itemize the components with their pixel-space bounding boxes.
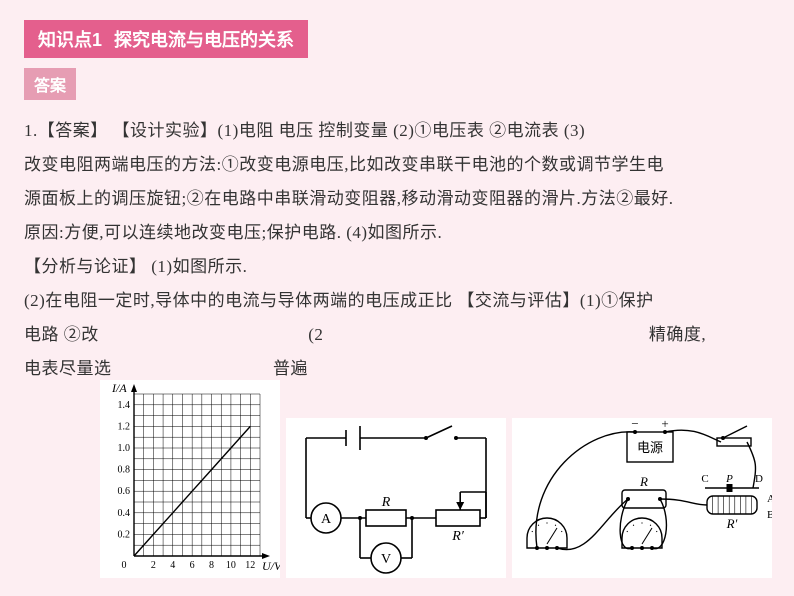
svg-text:1.0: 1.0 [118,443,131,454]
body-line-7c2: 精确度, [649,325,706,344]
svg-text:0: 0 [122,560,127,571]
svg-text:+: + [661,418,668,431]
body-line-7: 电路 ②改 (2 精确度, [24,318,770,352]
svg-text:1.4: 1.4 [118,400,131,411]
body-line-8b: 普遍 [273,359,308,378]
topic-title: 知识点1 探究电流与电压的关系 [24,20,308,58]
line-chart-figure: 2 4 6 8 10 12 0.2 0.4 0.6 0.8 1.0 1.2 1.4 0 U/V I/A [100,380,280,578]
svg-text:A: A [321,512,332,527]
figures-row: 2 4 6 8 10 12 0.2 0.4 0.6 0.8 1.0 1.2 1.4 0 U/V I/A A R R… [100,380,772,578]
svg-text:P: P [725,473,733,485]
svg-text:R′: R′ [726,516,738,531]
svg-text:0.6: 0.6 [118,486,131,497]
body-line-3: 源面板上的调压旋钮;②在电路中串联滑动变阻器,移动滑动变阻器的滑片.方法②最好. [24,182,770,216]
svg-text:−: − [631,418,638,431]
line-chart-svg: 2 4 6 8 10 12 0.2 0.4 0.6 0.8 1.0 1.2 1.4 0 U/V I/A [100,380,280,578]
svg-text:2: 2 [151,560,156,571]
svg-text:10: 10 [226,560,236,571]
circuit-schematic-figure: A R R′ V [286,418,506,578]
body-line-2: 改变电阻两端电压的方法:①改变电源电压,比如改变串联干电池的个数或调节学生电 [24,148,770,182]
body-line-6: (2)在电阻一定时,导体中的电流与导体两端的电压成正比 【交流与评估】(1)①保… [24,284,770,318]
circuit-schematic-svg: A R R′ V [286,418,506,578]
svg-text:0.4: 0.4 [118,508,131,519]
svg-text:R′: R′ [451,529,465,544]
svg-text:D: D [755,473,763,485]
svg-text:V: V [381,552,391,567]
svg-text:R: R [381,495,391,510]
svg-text:0.8: 0.8 [118,465,131,476]
svg-text:8: 8 [209,560,214,571]
svg-text:电源: 电源 [637,440,663,455]
answer-chip: 答案 [24,68,76,100]
svg-text:6: 6 [190,560,195,571]
page-root: 知识点1 探究电流与电压的关系 答案 1.【答案】 【设计实验】(1)电阻 电压 … [0,0,794,596]
svg-text:I/A: I/A [111,381,127,395]
svg-text:0.2: 0.2 [118,529,131,540]
body-line-7a: 电路 ②改 [24,325,99,344]
svg-text:C: C [701,473,708,485]
body-line-1: 1.【答案】 【设计实验】(1)电阻 电压 控制变量 (2)①电压表 ②电流表 … [24,114,770,148]
svg-text:12: 12 [245,560,255,571]
svg-text:B: B [767,509,772,521]
body-line-8a: 电表尽量选 [24,359,112,378]
svg-text:1.2: 1.2 [118,421,131,432]
topic-text: 探究电流与电压的关系 [114,30,294,50]
svg-text:A: A [767,493,772,505]
body-line-7c: (2 [308,325,323,344]
topic-number: 知识点1 [38,30,102,50]
body-line-4: 原因:方便,可以连续地改变电压;保护电路. (4)如图所示. [24,216,770,250]
circuit-pictorial-svg: 电源 − + C P DAB R′ R [512,418,772,578]
svg-text:U/V: U/V [262,559,280,573]
svg-text:R: R [639,474,648,489]
answer-body: 1.【答案】 【设计实验】(1)电阻 电压 控制变量 (2)①电压表 ②电流表 … [24,114,770,386]
circuit-pictorial-figure: 电源 − + C P DAB R′ R [512,418,772,578]
svg-text:4: 4 [170,560,175,571]
body-line-5: 【分析与论证】 (1)如图所示. [24,250,770,284]
